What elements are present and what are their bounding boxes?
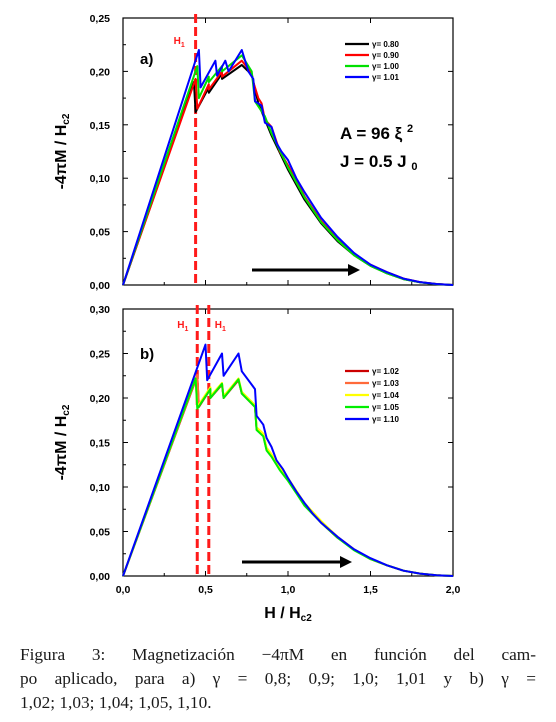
panel-b-legend-label-2: γ= 1.04: [372, 391, 399, 400]
panel-a-series-line-0: [122, 64, 454, 286]
panel-a-legend-label-2: γ= 1.00: [372, 62, 399, 71]
caption-line-2: po aplicado, para a) γ = 0,8; 0,9; 1,0; …: [20, 669, 536, 688]
panel-b-xlabel: H / Hc2: [264, 605, 312, 624]
panel-a-series-line-3: [122, 49, 454, 286]
panel-b-ytick-label: 0,00: [90, 571, 111, 583]
panel-b-ylabel: -4πM / Hc2: [53, 404, 72, 480]
panel-b-xtick-label: 1,0: [281, 584, 296, 596]
panel-a-ytick-label: 0,10: [90, 173, 111, 185]
panel-b-series-line-1: [122, 373, 454, 577]
figure-caption: Figura 3: Magnetización −4πM en función …: [20, 643, 536, 715]
panel-b-legend-label-4: γ= 1.10: [372, 415, 399, 424]
panel-a-ytick-label: 0,25: [90, 13, 111, 25]
panel-b-legend-label-1: γ= 1.03: [372, 379, 399, 388]
caption-line-1: Figura 3: Magnetización −4πM en función …: [20, 645, 536, 664]
panel-b-ytick-label: 0,20: [90, 393, 111, 405]
panel-a-series-line-1: [122, 59, 454, 286]
panel-b-ytick-label: 0,15: [90, 438, 111, 450]
panel-a-legend-label-3: γ= 1.01: [372, 73, 399, 82]
panel-a-param-a: A = 96 ξ 2: [340, 123, 413, 143]
panel-a-label: a): [140, 51, 153, 68]
panel-a-ytick-label: 0,05: [90, 227, 111, 239]
panel-a-legend-label-0: γ= 0.80: [372, 40, 399, 49]
panel-a-arrow-head: [348, 264, 360, 276]
panel-b-label: b): [140, 346, 154, 363]
panel-b-ytick-label: 0,25: [90, 349, 111, 361]
panel-b-series-line-0: [122, 374, 454, 577]
panel-b-xtick-label: 1,5: [363, 584, 378, 596]
panel-b-legend-label-0: γ= 1.02: [372, 367, 399, 376]
panel-b-h1-label: H1: [215, 320, 226, 333]
panel-b-xtick-label: 0,0: [116, 584, 131, 596]
panel-a-ytick-label: 0,15: [90, 120, 111, 132]
panel-b-ytick-label: 0,05: [90, 527, 111, 539]
panel-b-ytick-label: 0,10: [90, 482, 111, 494]
caption-line-3: 1,02; 1,03; 1,04; 1,05, 1,10.: [20, 693, 212, 712]
panel-b-h1-label: H1: [177, 320, 188, 333]
panel-b-xtick-label: 2,0: [446, 584, 461, 596]
panel-b-arrow-head: [340, 556, 352, 568]
panel-b-ytick-label: 0,30: [90, 304, 111, 316]
panel-a-param-j: J = 0.5 J 0: [340, 152, 418, 173]
panel-b-legend-label-3: γ= 1.05: [372, 403, 399, 412]
panel-a-h1-label: H1: [174, 36, 185, 49]
figure: 0,00 0,05 0,10 0,15 0,20 0,25 -4πM / Hc2 a) H1 γ=…: [53, 13, 461, 624]
panel-a-legend-label-1: γ= 0.90: [372, 51, 399, 60]
panel-a-ylabel: -4πM / Hc2: [53, 113, 72, 189]
panel-b-series-line-4: [122, 343, 454, 577]
panel-a-ytick-label: 0,00: [90, 280, 111, 292]
panel-a-ytick-label: 0,20: [90, 66, 111, 78]
panel-b-xtick-label: 0,5: [198, 584, 213, 596]
